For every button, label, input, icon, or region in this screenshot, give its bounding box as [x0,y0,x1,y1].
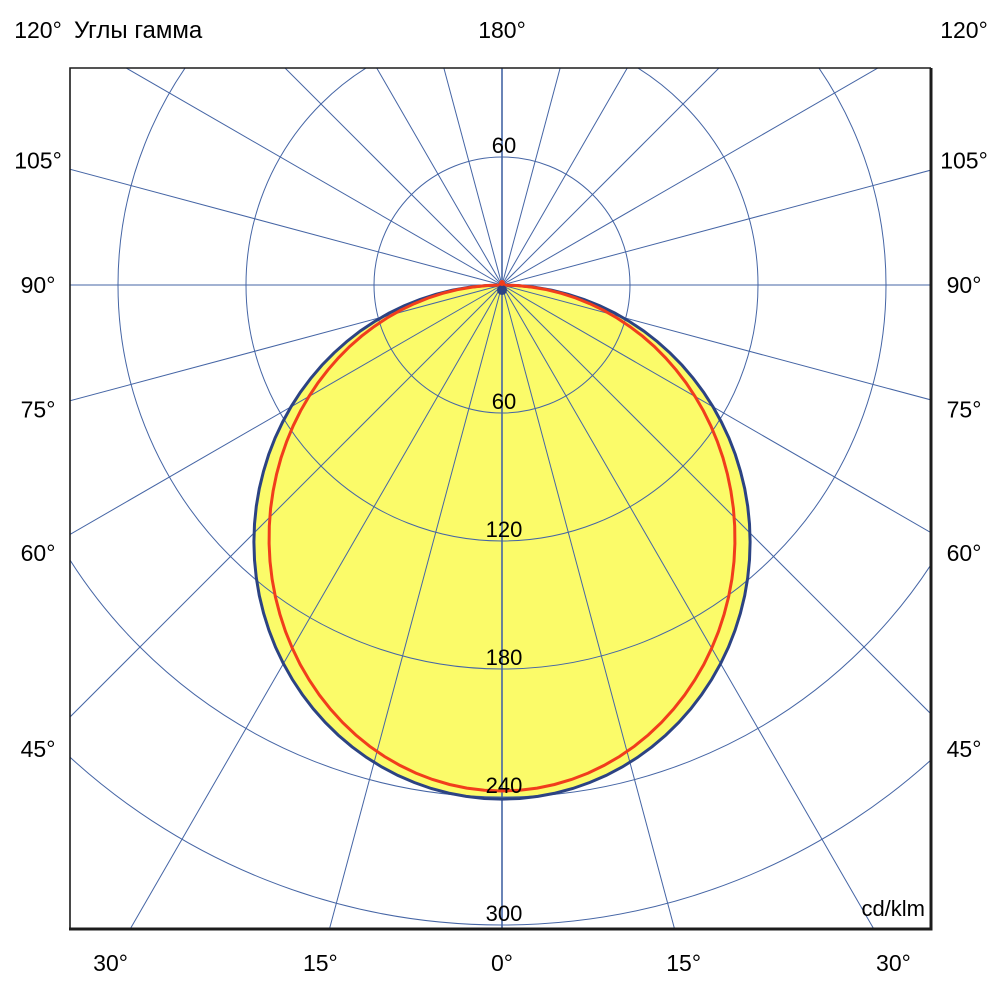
grid-ray-60 [501,68,879,286]
gamma-label-right-45°: 45° [947,736,982,762]
grid-ray-120 [501,284,931,534]
grid-ray-345 [443,68,503,286]
gamma-label-left-75°: 75° [21,396,56,422]
grid-ray-105 [501,284,931,401]
radial-tick-label-180: 180 [486,645,523,670]
grid-ray-225 [70,284,503,718]
radial-tick-label-60: 60 [492,389,516,414]
grid-ray-165 [501,284,676,929]
gamma-label-right-90°: 90° [947,272,982,298]
grid-ray-240 [70,284,503,535]
grid-ray-315 [284,68,503,286]
gamma-label-top-left-120: 120° [14,17,62,43]
curve-origin-dot-red [499,280,505,286]
gamma-label-bottom-15°: 15° [666,950,701,976]
gamma-label-bottom-15°: 15° [303,950,338,976]
gamma-label-left-60°: 60° [21,540,56,566]
gamma-label-left-90°: 90° [21,272,56,298]
grid-ray-30 [501,68,628,286]
gamma-label-left-45°: 45° [21,736,56,762]
gamma-label-bottom-0°: 0° [491,950,513,976]
gamma-label-left-105°: 105° [14,148,62,174]
gamma-label-right-105°: 105° [940,148,988,174]
gamma-label-bottom-30°: 30° [93,950,128,976]
unit-label: cd/klm [861,896,925,921]
grid-ray-195 [328,284,503,929]
grid-ray-150 [501,284,875,929]
curve-origin-dot [497,285,507,295]
curve-c90 [267,283,737,793]
chart-title: Углы гамма [74,17,203,44]
grid-ray-330 [376,68,503,286]
grid-ray-255 [70,284,503,402]
grid-ray-15 [501,68,561,286]
frame-bottom-right [69,68,933,931]
grid-ray-75 [501,169,931,286]
gamma-label-top-center-180: 180° [478,17,526,43]
radial-tick-label-120: 120 [486,517,523,542]
grid-ray-300 [125,68,503,286]
radial-tick-label-300: 300 [486,901,523,926]
gamma-label-top-right-120: 120° [940,17,988,43]
grid-ray-285 [70,168,503,286]
radial-tick-label-above-60: 60 [492,133,516,158]
grid-ray-135 [501,284,931,715]
frame-top-left [69,67,931,929]
gamma-label-right-75°: 75° [947,396,982,422]
curve-c0-outline [252,283,752,801]
gamma-label-bottom-30°: 30° [876,950,911,976]
radial-tick-label-240: 240 [486,773,523,798]
gamma-label-right-60°: 60° [947,540,982,566]
grid-ray-45 [501,68,720,286]
grid-ray-210 [129,284,503,929]
